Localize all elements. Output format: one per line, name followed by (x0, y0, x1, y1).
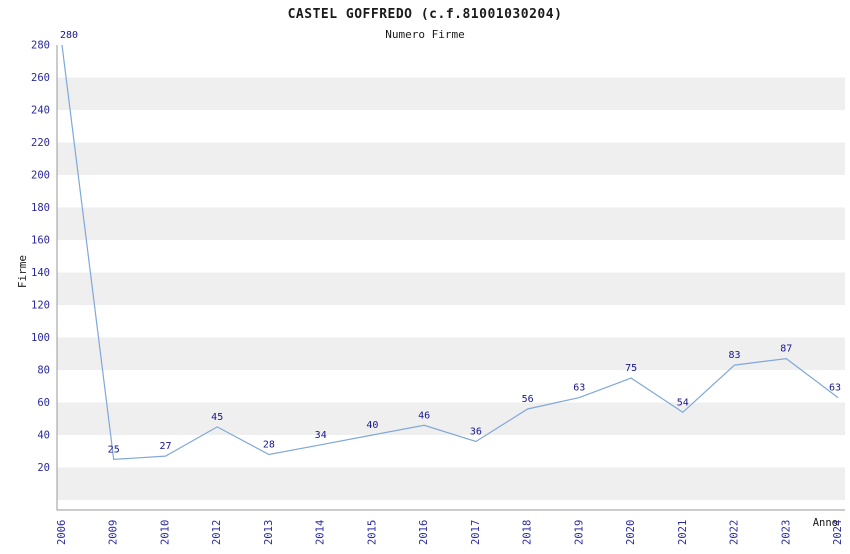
y-tick-label: 200 (31, 170, 50, 182)
x-tick-label: 2017 (470, 520, 482, 545)
x-tick-label: 2009 (108, 520, 120, 545)
data-label: 34 (315, 430, 327, 441)
y-tick-label: 160 (31, 235, 50, 247)
data-label: 83 (728, 350, 740, 361)
grid-band (57, 272, 845, 305)
x-tick-label: 2006 (56, 520, 68, 545)
chart-title: CASTEL GOFFREDO (c.f.81001030204) (287, 7, 563, 22)
y-tick-label: 40 (37, 430, 50, 442)
axis-lines (56, 45, 845, 511)
y-tick-label: 240 (31, 105, 50, 117)
x-axis-label: Anno (812, 517, 838, 529)
data-label: 25 (108, 444, 120, 455)
x-tick-label: 2010 (160, 520, 172, 545)
data-label: 45 (211, 412, 223, 423)
y-tick-label: 20 (37, 462, 50, 474)
grid-band (57, 207, 845, 240)
grid-band (57, 467, 845, 500)
data-label: 46 (418, 410, 430, 421)
x-tick-label: 2024 (832, 520, 844, 545)
y-tick-label: 260 (31, 72, 50, 84)
x-tick-label: 2013 (263, 520, 275, 545)
y-tick-label: 180 (31, 202, 50, 214)
y-tick-label: 280 (31, 40, 50, 52)
x-tick-label: 2023 (780, 520, 792, 545)
x-tick-label: 2022 (729, 520, 741, 545)
x-tick-label: 2019 (573, 520, 585, 545)
data-label: 27 (159, 441, 171, 452)
chart-subtitle: Numero Firme (385, 28, 465, 41)
x-tick-label: 2020 (625, 520, 637, 545)
data-label: 63 (829, 383, 841, 394)
data-label: 40 (366, 420, 378, 431)
data-label: 36 (470, 427, 482, 438)
data-label: 28 (263, 440, 275, 451)
x-tick-label: 2018 (522, 520, 534, 545)
data-line (61, 44, 839, 461)
x-tick-label: 2012 (211, 520, 223, 545)
grid-band (57, 142, 845, 175)
data-label: 56 (522, 394, 534, 405)
grid-band (57, 337, 845, 370)
y-tick-label: 120 (31, 300, 50, 312)
y-tick-label: 220 (31, 137, 50, 149)
x-tick-label: 2014 (315, 520, 327, 545)
grid-band (57, 77, 845, 110)
data-label: 87 (780, 344, 792, 355)
data-label: 75 (625, 363, 637, 374)
y-tick-label: 140 (31, 267, 50, 279)
data-label: 280 (60, 30, 78, 41)
y-tick-label: 60 (37, 397, 50, 409)
data-label: 54 (677, 397, 689, 408)
x-tick-label: 2021 (677, 520, 689, 545)
data-label: 63 (573, 383, 585, 394)
grid-band (57, 402, 845, 435)
x-tick-label: 2015 (366, 520, 378, 545)
y-tick-label: 100 (31, 332, 50, 344)
y-tick-label: 80 (37, 365, 50, 377)
y-axis-label: Firme (16, 254, 30, 289)
x-tick-label: 2016 (418, 520, 430, 545)
